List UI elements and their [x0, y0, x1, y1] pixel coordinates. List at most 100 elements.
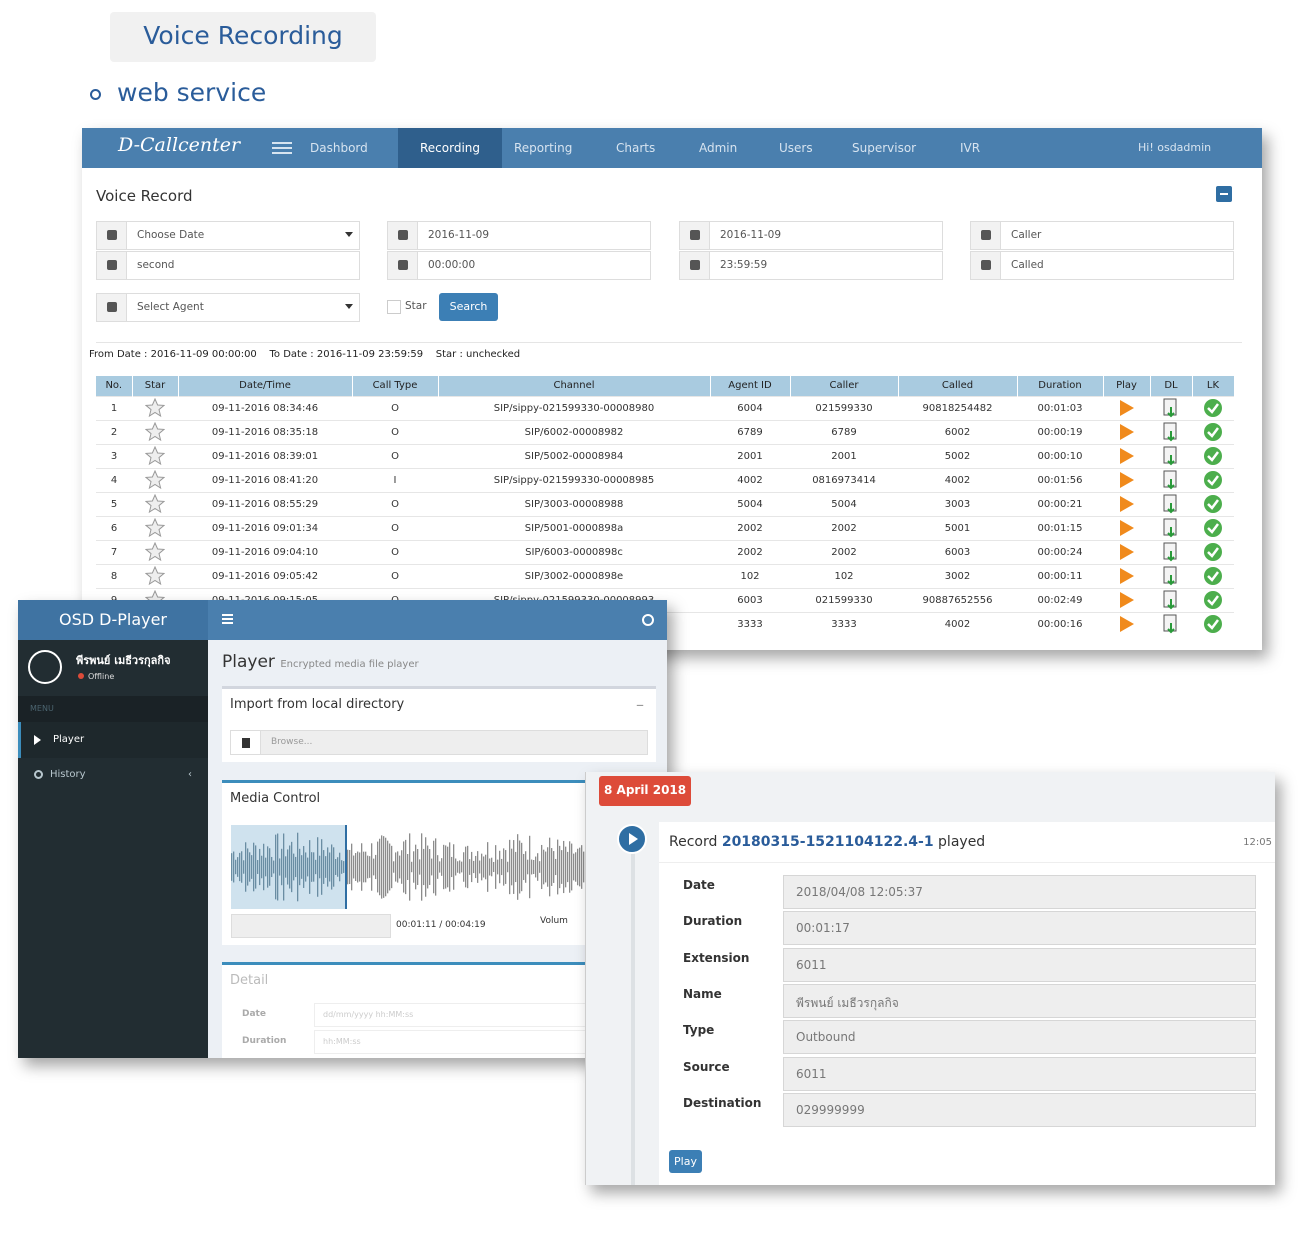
dl-icon[interactable] [1161, 542, 1181, 562]
play-icon[interactable] [1117, 566, 1137, 586]
wave-bar [341, 860, 343, 874]
wave-bar [337, 857, 339, 877]
dl-icon[interactable] [1161, 614, 1181, 634]
wave-bar [315, 859, 317, 875]
table-cell: 4002 [710, 467, 790, 492]
transport-controls[interactable] [231, 914, 391, 938]
wave-bar [275, 834, 277, 900]
play-icon[interactable] [1117, 446, 1137, 466]
field-icon [680, 222, 710, 249]
table-cell [1103, 467, 1150, 492]
play-icon[interactable] [1117, 614, 1137, 634]
dl-icon[interactable] [1161, 518, 1181, 538]
lk-icon[interactable] [1203, 494, 1223, 514]
user-menu[interactable]: Hi! osdadmin [1138, 141, 1212, 154]
input-field[interactable]: 2016-11-09 [679, 221, 943, 250]
table-cell [1150, 539, 1192, 564]
wave-bar [545, 851, 547, 883]
field-text: 00:00:00 [428, 259, 476, 271]
lk-icon[interactable] [1203, 590, 1223, 610]
table-cell [1103, 539, 1150, 564]
field-label: Destination [683, 1095, 762, 1110]
input-field[interactable]: 00:00:00 [387, 251, 651, 280]
lk-icon[interactable] [1203, 518, 1223, 538]
play-icon[interactable] [1117, 590, 1137, 610]
icon [981, 230, 991, 240]
search-button[interactable]: Search [439, 293, 498, 321]
wave-bar [379, 838, 381, 896]
table-cell: 00:00:24 [1017, 539, 1103, 564]
hamburger[interactable] [272, 142, 292, 154]
field-value: พีรพนย์ เมธีวรกุลกิจ [783, 983, 1256, 1018]
dl-icon[interactable] [1161, 422, 1181, 442]
browse-input[interactable]: Browse... [230, 730, 648, 755]
input-field[interactable]: Choose Date [96, 221, 360, 250]
star-icon [144, 421, 166, 442]
table-cell: 2 [96, 419, 132, 444]
input-field[interactable]: 2016-11-09 [387, 221, 651, 250]
wave-bar [449, 842, 451, 892]
play-icon[interactable] [1117, 494, 1137, 514]
table-cell [132, 467, 178, 492]
settings-icon[interactable] [642, 614, 654, 626]
wave-bar [361, 843, 363, 891]
lk-icon[interactable] [1203, 566, 1223, 586]
lk-icon[interactable] [1203, 446, 1223, 466]
nav-item[interactable]: Recording [398, 128, 502, 168]
star-checkbox[interactable] [387, 300, 401, 314]
collapse[interactable]: – [636, 695, 644, 714]
play-icon[interactable] [1117, 398, 1137, 418]
doc-arrow [1167, 551, 1175, 562]
lk-icon[interactable] [1203, 542, 1223, 562]
input-field[interactable]: Called [970, 251, 1234, 280]
menu-history[interactable]: History ‹ [50, 769, 192, 780]
play-icon[interactable] [1117, 422, 1137, 442]
sidebar-toggle[interactable] [222, 614, 233, 624]
dl-icon[interactable] [1161, 494, 1181, 514]
wave-bar [513, 840, 515, 894]
timeline-icon [617, 824, 647, 854]
nav-item[interactable]: IVR [960, 141, 981, 155]
dl-icon[interactable] [1161, 566, 1181, 586]
input-field[interactable]: second [96, 251, 360, 280]
wave-bar [257, 860, 259, 874]
record-id[interactable]: 20180315-1521104122.4-1 [721, 834, 934, 850]
nav-item[interactable]: Admin [699, 141, 738, 155]
volume[interactable]: Volum [540, 916, 568, 926]
wave-bar [305, 852, 307, 882]
nav-item[interactable]: Supervisor [852, 141, 917, 155]
summary-from: From Date : 2016-11-09 00:00:00 [89, 349, 257, 360]
dl-icon[interactable] [1161, 590, 1181, 610]
dl-icon[interactable] [1161, 470, 1181, 490]
dl-icon[interactable] [1161, 398, 1181, 418]
input-field[interactable]: Select Agent [96, 293, 360, 322]
menu-player[interactable]: Player [18, 722, 208, 758]
play-icon[interactable] [1117, 542, 1137, 562]
play-icon[interactable] [1117, 470, 1137, 490]
nav-item[interactable]: Reporting [514, 141, 573, 155]
nav-item[interactable]: Charts [616, 141, 656, 155]
play-icon[interactable] [1117, 518, 1137, 538]
table-cell [132, 395, 178, 420]
table-cell [1192, 515, 1234, 540]
input-field[interactable]: Caller [970, 221, 1234, 250]
wave-bar [561, 850, 563, 884]
lk-icon[interactable] [1203, 398, 1223, 418]
table-cell: 021599330 [790, 587, 898, 612]
lk-icon[interactable] [1203, 614, 1223, 634]
wave-bar [375, 854, 377, 880]
collapse-button[interactable] [1216, 186, 1232, 202]
wave-bar [335, 859, 337, 875]
lk-icon[interactable] [1203, 470, 1223, 490]
nav-item[interactable]: Dashbord [310, 141, 368, 155]
input-field[interactable]: 23:59:59 [679, 251, 943, 280]
nav-item[interactable]: Users [779, 141, 813, 155]
play-button[interactable]: Play [669, 1150, 702, 1173]
dl-icon[interactable] [1161, 446, 1181, 466]
column-header: LK [1192, 376, 1235, 396]
table-cell [1150, 491, 1192, 516]
wave-bar [307, 857, 309, 877]
detail-label: Duration [242, 1036, 287, 1046]
lk-icon[interactable] [1203, 422, 1223, 442]
wave-bar [295, 856, 297, 878]
